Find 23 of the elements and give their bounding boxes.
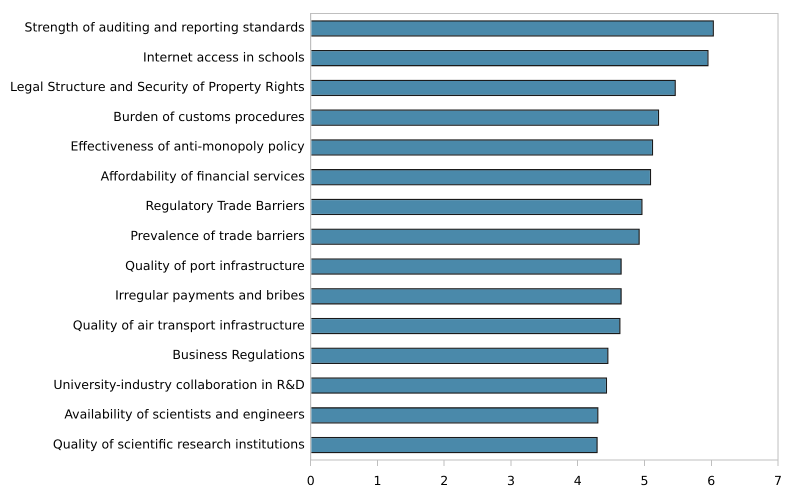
y-tick-label: Quality of air transport infrastructure [72, 317, 306, 332]
y-tick-label: University-industry collaboration in R&D [53, 376, 305, 392]
y-tick-label: Internet access in schools [143, 49, 305, 64]
x-tick-label: 1 [373, 472, 382, 488]
y-tick-label: Business Regulations [172, 347, 305, 362]
x-tick-label: 3 [507, 472, 515, 488]
x-tick-label: 0 [306, 472, 315, 488]
y-tick-label: Quality of scientific research institutions [52, 436, 305, 452]
x-tick-label: 6 [707, 472, 716, 488]
y-tick-label: Burden of customs procedures [113, 108, 305, 124]
y-tick-label: Availability of scientists and engineers [64, 406, 305, 422]
y-tick-label: Quality of port infrastructure [125, 258, 306, 273]
y-tick-label: Legal Structure and Security of Property Rights [10, 79, 305, 94]
y-tick-label: Irregular payments and bribes [115, 288, 305, 303]
y-tick-label: Effectiveness of anti-monopoly policy [70, 138, 306, 154]
y-tick-label: Affordability of financial services [100, 168, 305, 184]
x-tick-label: 5 [640, 472, 648, 488]
y-tick-label: Strength of auditing and reporting standards [24, 20, 305, 35]
y-tick-label: Regulatory Trade Barriers [146, 198, 305, 214]
x-tick-label: 7 [774, 472, 782, 488]
x-tick-label: 2 [440, 472, 448, 488]
x-tick-label: 4 [574, 472, 582, 488]
y-tick-label: Prevalence of trade barriers [130, 228, 305, 243]
